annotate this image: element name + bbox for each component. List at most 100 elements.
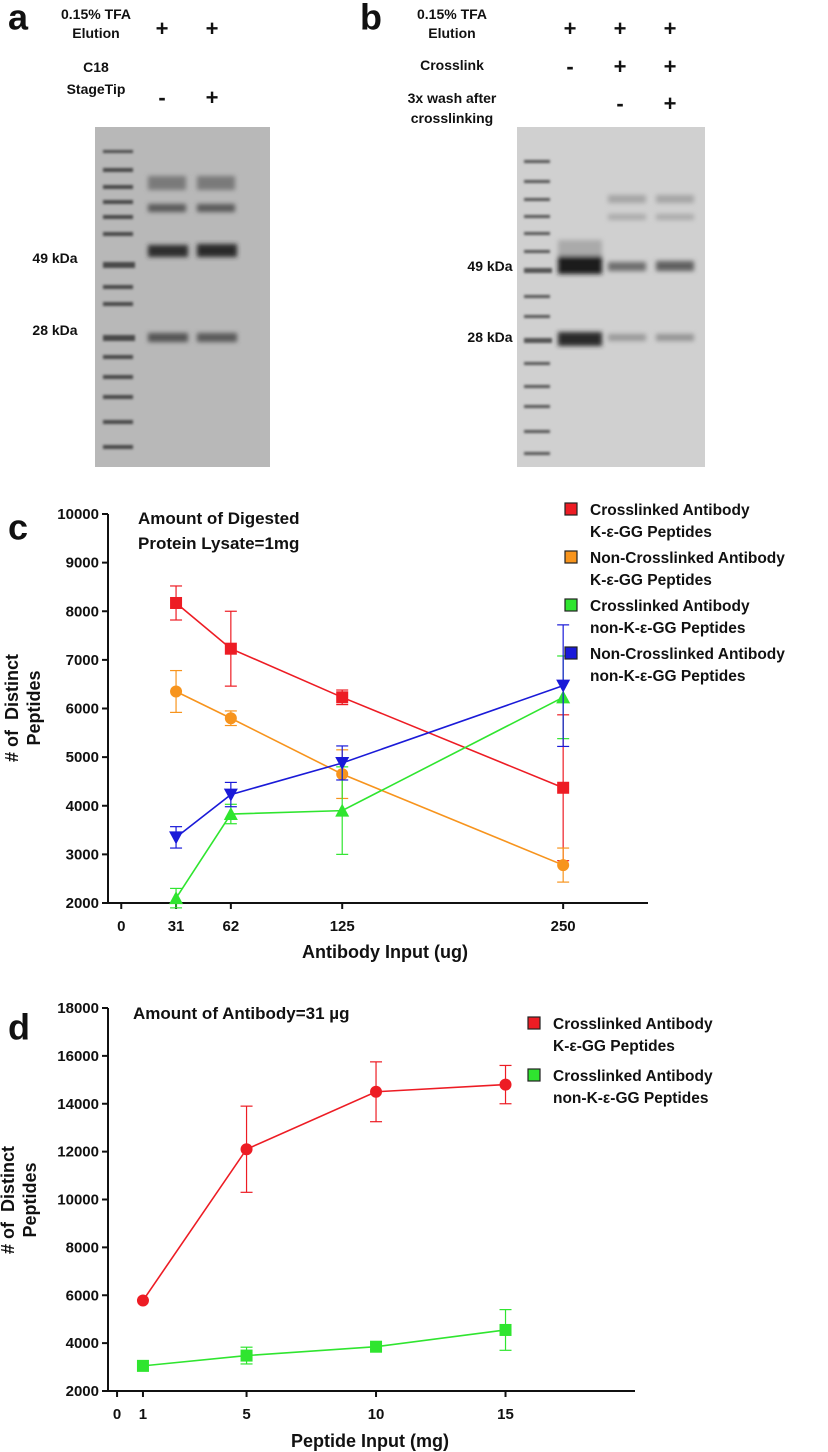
text-line: Elution xyxy=(428,25,475,41)
data-point xyxy=(136,1359,149,1372)
condition-sign: + xyxy=(206,16,219,41)
data-point xyxy=(499,1323,512,1336)
gel-image xyxy=(517,127,705,467)
data-point xyxy=(169,831,184,845)
text-line: non-K-ε-GG Peptides xyxy=(590,620,745,637)
text-line: non-K-ε-GG Peptides xyxy=(590,668,745,685)
x-tick-label: 31 xyxy=(168,918,185,935)
data-point xyxy=(499,1078,512,1091)
text-line: K-ε-GG Peptides xyxy=(553,1038,675,1055)
panel-label: d xyxy=(8,1007,30,1048)
text-line: Non-Crosslinked Antibody xyxy=(590,550,785,567)
text-line: K-ε-GG Peptides xyxy=(590,572,712,589)
text-line: K-ε-GG Peptides xyxy=(590,524,712,541)
text-line: Amount of Digested xyxy=(138,509,300,528)
data-point xyxy=(224,642,237,655)
panel-label: c xyxy=(8,507,28,548)
y-tick-label: 18000 xyxy=(57,1000,99,1017)
marker-label: 28 kDa xyxy=(32,322,77,338)
series-line xyxy=(175,690,564,866)
data-point xyxy=(335,803,350,817)
data-point xyxy=(556,679,571,693)
data-point xyxy=(557,859,570,872)
y-tick-label: 5000 xyxy=(66,749,99,766)
data-point xyxy=(370,1085,383,1098)
data-point xyxy=(240,1349,253,1362)
condition-label: Crosslink xyxy=(420,57,484,73)
x-axis-label: Peptide Input (mg) xyxy=(291,1431,449,1451)
sample-bands xyxy=(148,176,237,342)
text-line: 3x wash after xyxy=(408,90,497,106)
x-tick-label: 0 xyxy=(113,1406,121,1423)
x-tick-label: 250 xyxy=(551,918,576,935)
condition-sign: + xyxy=(664,16,677,41)
legend-label: Crosslinked Antibody K-ε-GG Peptides xyxy=(553,1016,713,1055)
text-line: 0.15% TFA xyxy=(61,6,131,22)
condition-sign: - xyxy=(616,91,623,116)
text-line: crosslinking xyxy=(411,110,493,126)
legend-label: Crosslinked Antibody non-K-ε-GG Peptides xyxy=(590,598,750,637)
series-line xyxy=(175,696,564,899)
plot: c Amount of Digested Protein Lysate=1mg 200… xyxy=(2,502,785,962)
condition-sign: + xyxy=(206,85,219,110)
condition-sign: + xyxy=(614,16,627,41)
legend-swatch xyxy=(564,598,578,612)
condition-sign: + xyxy=(564,16,577,41)
y-axis-label: # of Distinct Peptides xyxy=(0,1146,40,1254)
text-line: C18 xyxy=(83,59,109,75)
x-tick-label: 62 xyxy=(223,918,240,935)
x-tick-label: 1 xyxy=(139,1406,147,1423)
ladder xyxy=(524,160,552,455)
condition-sign: + xyxy=(664,91,677,116)
x-tick-label: 5 xyxy=(242,1406,250,1423)
y-tick-label: 7000 xyxy=(66,652,99,669)
y-tick-label: 9000 xyxy=(66,555,99,572)
y-tick-label: 2000 xyxy=(66,1383,99,1400)
data-point xyxy=(170,685,183,698)
text-line: Non-Crosslinked Antibody xyxy=(590,646,785,663)
y-tick-label: 14000 xyxy=(57,1096,99,1113)
condition-sign: - xyxy=(158,85,165,110)
text-line: Crosslinked Antibody xyxy=(590,598,750,615)
y-tick-label: 4000 xyxy=(66,1335,99,1352)
condition-sign: + xyxy=(664,54,677,79)
series-line xyxy=(142,1083,506,1301)
marker-label: 49 kDa xyxy=(467,258,512,274)
data-point xyxy=(136,1294,149,1307)
panel-label: a xyxy=(8,0,29,38)
gel-image xyxy=(95,127,270,467)
data-point xyxy=(170,596,183,609)
series-line xyxy=(175,684,564,838)
y-tick-label: 6000 xyxy=(66,701,99,718)
condition-sign: - xyxy=(566,54,573,79)
data-point xyxy=(336,691,349,704)
x-tick-label: 125 xyxy=(330,918,355,935)
y-tick-label: 16000 xyxy=(57,1048,99,1065)
condition-label: 0.15% TFA Elution xyxy=(417,6,487,41)
legend-swatch xyxy=(564,550,578,564)
y-tick-label: 2000 xyxy=(66,895,99,912)
text-line: # of Distinct xyxy=(0,1146,18,1254)
data-point xyxy=(223,807,238,821)
legend-swatch xyxy=(527,1068,541,1082)
text-line: Peptides xyxy=(20,1162,40,1237)
y-axis-label: # of Distinct Peptides xyxy=(2,654,44,762)
data-point xyxy=(169,891,184,905)
series-line xyxy=(175,602,564,789)
marker-label: 28 kDa xyxy=(467,329,512,345)
annotation: Amount of Antibody=31 µg xyxy=(133,1004,349,1023)
text-line: non-K-ε-GG Peptides xyxy=(553,1090,708,1107)
x-axis-label: Antibody Input (ug) xyxy=(302,942,468,962)
y-tick-label: 3000 xyxy=(66,846,99,863)
text-line: StageTip xyxy=(67,81,126,97)
text-line: Crosslinked Antibody xyxy=(553,1016,713,1033)
y-tick-label: 12000 xyxy=(57,1144,99,1161)
data-point xyxy=(557,781,570,794)
y-tick-label: 6000 xyxy=(66,1287,99,1304)
series-line xyxy=(142,1329,506,1367)
text-line: # of Distinct xyxy=(2,654,22,762)
data-point xyxy=(370,1340,383,1353)
text-line: Elution xyxy=(72,25,119,41)
data-point xyxy=(223,788,238,802)
